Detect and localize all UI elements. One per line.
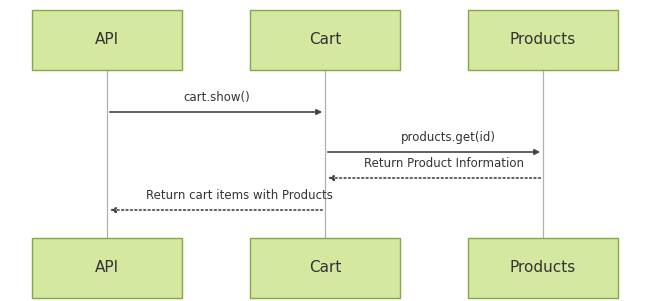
- Text: Cart: Cart: [309, 260, 341, 275]
- Text: products.get(id): products.get(id): [401, 131, 497, 144]
- Text: Products: Products: [510, 33, 576, 48]
- Text: API: API: [95, 260, 119, 275]
- Bar: [468, 10, 618, 70]
- Bar: [250, 238, 400, 298]
- Bar: [468, 238, 618, 298]
- Text: API: API: [95, 33, 119, 48]
- Bar: [32, 10, 182, 70]
- Bar: [250, 10, 400, 70]
- Text: Return cart items with Products: Return cart items with Products: [146, 189, 333, 202]
- Text: Return Product Information: Return Product Information: [364, 157, 525, 170]
- Text: cart.show(): cart.show(): [183, 91, 250, 104]
- Text: Cart: Cart: [309, 33, 341, 48]
- Text: Products: Products: [510, 260, 576, 275]
- Bar: [32, 238, 182, 298]
